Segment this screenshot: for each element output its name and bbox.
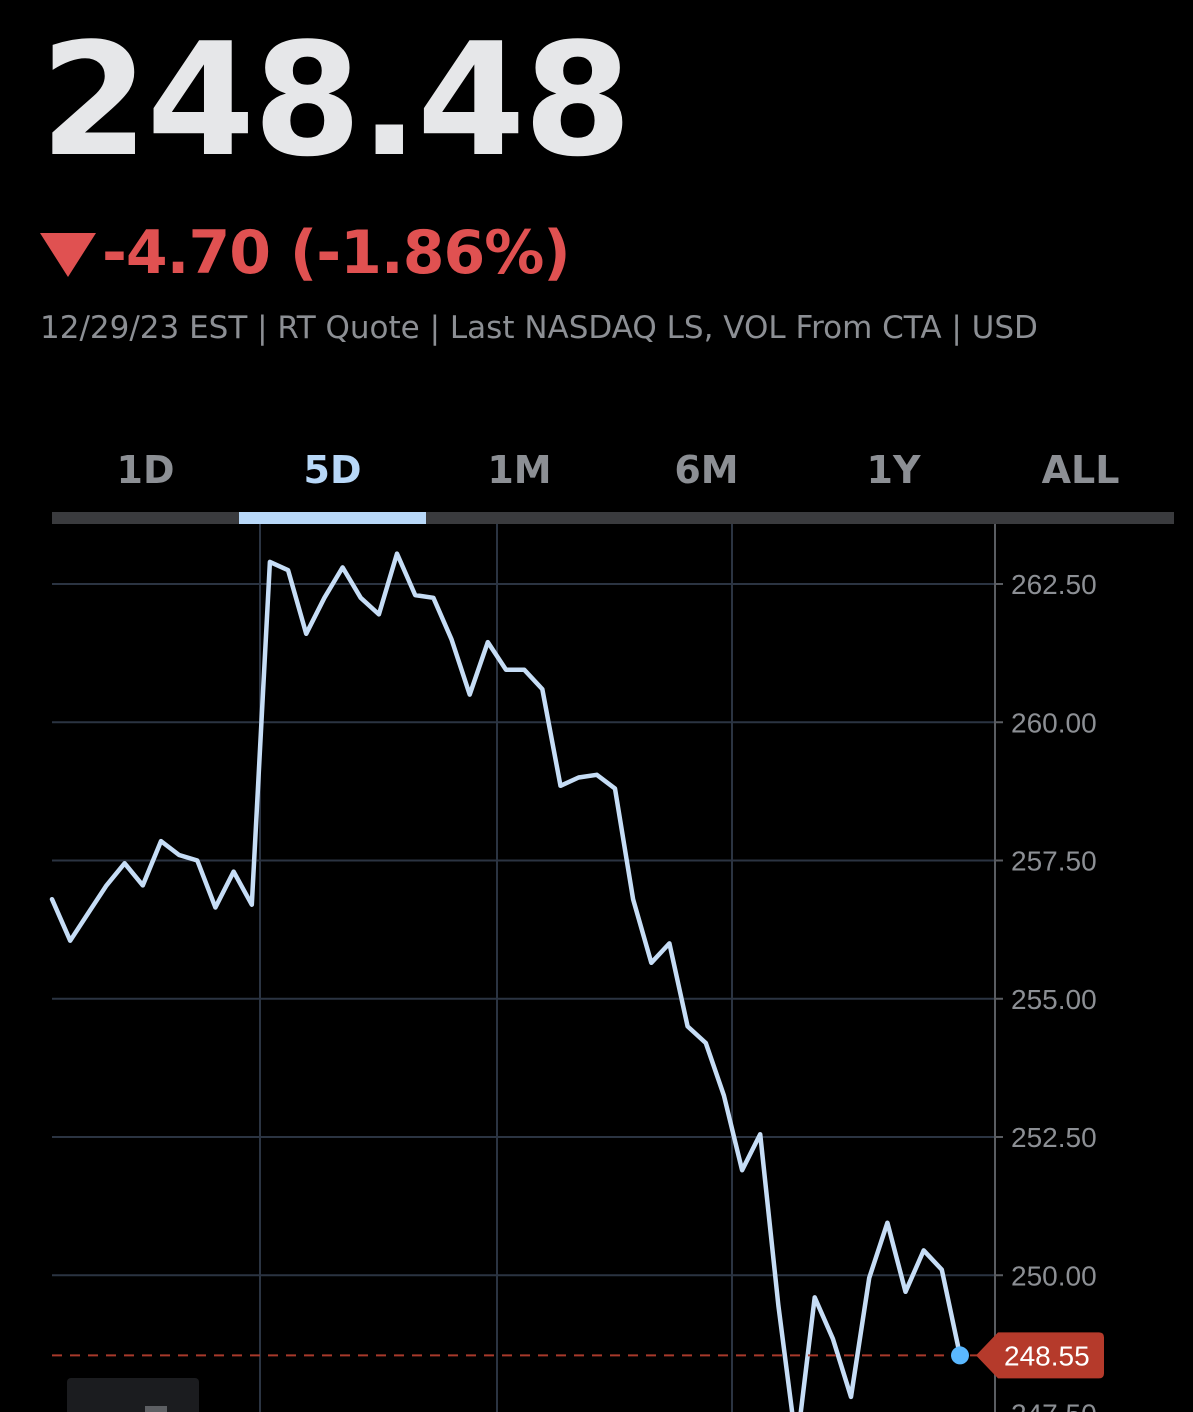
y-tick-label: 255.00 xyxy=(1011,984,1097,1015)
active-tab-indicator xyxy=(239,512,426,524)
y-tick-label: 262.50 xyxy=(1011,569,1097,600)
price-change: -4.70 (-1.86%) xyxy=(102,218,571,288)
price-series-line xyxy=(49,551,963,1412)
price-change-row: -4.70 (-1.86%) xyxy=(40,215,571,291)
tab-6m[interactable]: 6M xyxy=(674,448,739,492)
last-point-marker xyxy=(951,1346,969,1365)
y-tick-label: 247.50 xyxy=(1011,1399,1097,1412)
tab-1d[interactable]: 1D xyxy=(116,448,175,492)
tab-5d[interactable]: 5D xyxy=(303,448,362,492)
tab-track xyxy=(52,512,1174,524)
y-tick-label: 260.00 xyxy=(1011,707,1097,738)
chart-control-icon xyxy=(145,1406,167,1412)
last-price-badge xyxy=(976,1332,1104,1379)
tab-1y[interactable]: 1Y xyxy=(866,448,921,492)
price-chart[interactable]: 262.50 260.00 257.50 255.00 252.50 250.00 247.… xyxy=(0,524,1193,1412)
range-tabs: 1D 5D 1M 6M 1Y ALL xyxy=(52,430,1174,524)
last-price-label: 248.55 xyxy=(1004,1340,1090,1371)
down-triangle-icon xyxy=(40,233,96,277)
current-price: 248.48 xyxy=(40,9,632,191)
tab-all[interactable]: ALL xyxy=(1041,448,1120,492)
chart-control-box[interactable] xyxy=(67,1378,199,1412)
quote-meta: 12/29/23 EST | RT Quote | Last NASDAQ LS… xyxy=(40,310,1038,346)
y-tick-label: 257.50 xyxy=(1011,846,1097,877)
y-tick-label: 252.50 xyxy=(1011,1122,1097,1153)
tab-1m[interactable]: 1M xyxy=(487,448,552,492)
y-tick-label: 250.00 xyxy=(1011,1260,1097,1291)
